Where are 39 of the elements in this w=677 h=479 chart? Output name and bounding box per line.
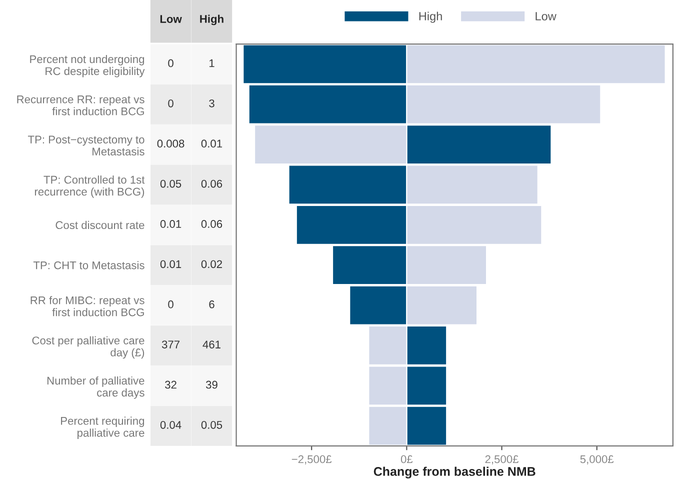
y-tick-label: TP: Post−cystectomy to Metastasis (28, 136, 144, 156)
text: 0.06 (201, 180, 222, 188)
y-tick-label: RR for MIBC: repeat vs first induction BCG (30, 296, 144, 316)
y-tick-label: TP: CHT to Metastasis (33, 261, 144, 270)
x-axis-title: Change from baseline NMB (374, 466, 536, 478)
text: 39 (206, 380, 218, 389)
text: High (200, 14, 224, 26)
text: 1 (209, 59, 214, 68)
text: Low (160, 15, 182, 23)
x-tick-label: 2,500£ (485, 455, 519, 464)
text: High (419, 12, 442, 23)
text: Low (536, 12, 556, 20)
y-tick-label: TP: Controlled to 1st recurrence (with BCG) (34, 176, 145, 198)
x-tick-label: −2,500£ (292, 455, 332, 464)
text: 461 (202, 340, 220, 348)
y-tick-label: Cost per palliative care day (£) (32, 336, 144, 359)
text: 0.06 (201, 220, 222, 228)
y-tick-label: Number of palliative care days (47, 376, 144, 399)
text: 377 (162, 340, 180, 348)
text: 0 (168, 99, 174, 108)
text: 0.02 (201, 260, 222, 268)
text: 0.01 (160, 260, 182, 268)
text: 0 (168, 59, 174, 68)
y-tick-label: Recurrence RR: repeat vs first induction BCG (17, 96, 144, 116)
y-tick-label: Cost discount rate (56, 220, 144, 230)
x-tick-label: 0£ (400, 455, 413, 464)
y-tick-label: Percent not undergoing RC despite eligibility (30, 54, 145, 78)
text: 0.01 (201, 140, 222, 148)
text: 0.04 (160, 420, 182, 429)
text: 0 (168, 300, 174, 308)
text: 0.05 (160, 180, 182, 188)
text: 0.01 (160, 220, 182, 228)
text: 32 (165, 380, 176, 389)
text: 3 (209, 99, 214, 108)
text: 6 (209, 300, 214, 308)
text: 0.05 (201, 420, 222, 429)
y-tick-label: Percent requiring palliative care (61, 416, 144, 439)
text: 0.008 (157, 140, 184, 148)
x-tick-label: 5,000£ (580, 455, 614, 464)
